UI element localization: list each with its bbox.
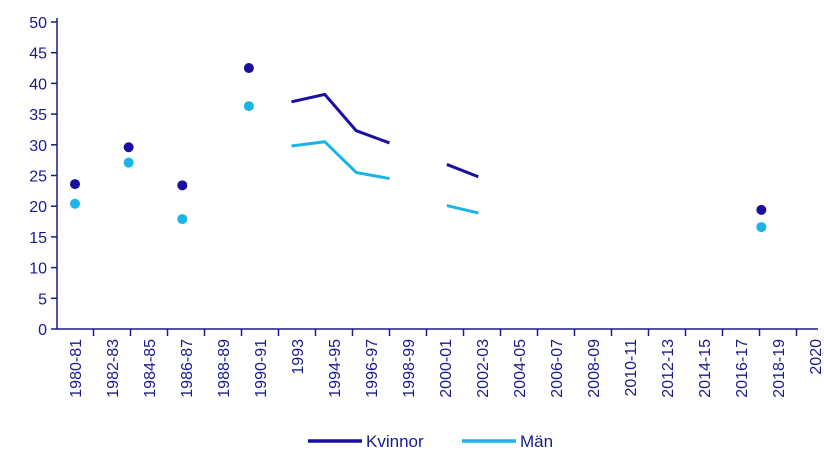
y-tick-label: 35	[29, 107, 47, 124]
y-tick-label: 30	[29, 138, 47, 155]
y-tick-label: 20	[29, 199, 47, 216]
x-tick-label: 1984-85	[142, 339, 159, 398]
data-point-kvinnor	[756, 205, 766, 215]
data-point-man	[70, 199, 80, 209]
data-point-kvinnor	[124, 142, 134, 152]
x-tick-label: 1988-89	[216, 339, 233, 398]
x-tick-label: 1980-81	[68, 339, 85, 398]
series-kvinnor	[70, 63, 824, 215]
y-tick-label: 10	[29, 261, 47, 278]
data-point-man	[177, 214, 187, 224]
data-point-kvinnor	[177, 180, 187, 190]
axes: 0 5 10 15 20 25 30 35 40 45 50 1980-81 1982-83 1984-8…	[29, 15, 824, 398]
y-tick-label: 40	[29, 76, 47, 93]
x-tick-label: 2016-17	[734, 339, 751, 398]
x-tick-label: 2010-11	[623, 339, 640, 397]
series-layer	[70, 63, 824, 232]
series-line-kvinnor	[291, 94, 389, 143]
series-line-kvinnor	[447, 164, 478, 176]
y-tick-label: 0	[38, 322, 47, 339]
series-line-man	[447, 206, 478, 213]
x-tick-label: 1998-99	[401, 339, 418, 398]
x-tick-label: 2004-05	[512, 339, 529, 398]
y-tick-label: 50	[29, 15, 47, 32]
x-tick-label: 1982-83	[105, 339, 122, 398]
x-tick-label: 2020	[808, 339, 824, 375]
x-tick-label: 2002-03	[475, 339, 492, 398]
x-tick-label: 2018-19	[771, 339, 788, 398]
series-line-man	[291, 142, 389, 179]
legend-label-kvinnor: Kvinnor	[366, 432, 424, 451]
data-point-man	[244, 101, 254, 111]
x-tick-label: 2014-15	[697, 339, 714, 398]
x-tick-label: 2006-07	[549, 339, 566, 398]
y-tick-label: 15	[29, 230, 47, 247]
x-tick-label: 1990-91	[253, 339, 270, 398]
data-point-kvinnor	[244, 63, 254, 73]
x-tick-label: 1986-87	[179, 339, 196, 398]
x-tick-label: 1996-97	[364, 339, 381, 398]
series-man	[70, 101, 824, 232]
data-point-man	[756, 222, 766, 232]
x-tick-label: 2012-13	[660, 339, 677, 398]
x-tick-label: 1993	[290, 339, 307, 375]
data-point-kvinnor	[70, 179, 80, 189]
legend-label-man: Män	[520, 432, 553, 451]
data-point-man	[124, 158, 134, 168]
y-tick-label: 25	[29, 169, 47, 186]
legend: Kvinnor Män	[308, 432, 553, 451]
x-tick-label: 2000-01	[438, 339, 455, 398]
y-tick-label: 45	[29, 46, 47, 63]
y-tick-label: 5	[38, 291, 47, 308]
x-tick-label: 1994-95	[327, 339, 344, 398]
x-tick-label: 2008-09	[586, 339, 603, 398]
